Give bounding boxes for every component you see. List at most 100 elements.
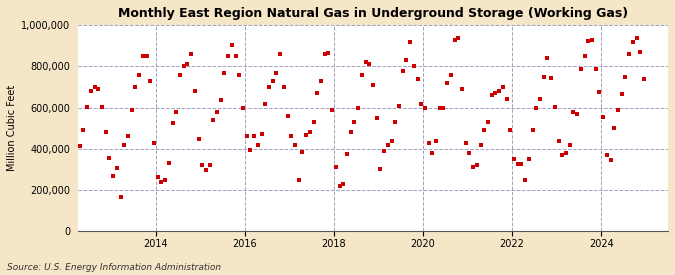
Point bbox=[219, 70, 230, 75]
Point bbox=[93, 87, 104, 91]
Point bbox=[297, 150, 308, 154]
Point bbox=[134, 73, 144, 77]
Point bbox=[609, 126, 620, 130]
Point bbox=[597, 115, 608, 119]
Point bbox=[242, 134, 252, 139]
Point bbox=[505, 128, 516, 133]
Point bbox=[234, 73, 245, 77]
Point bbox=[375, 167, 386, 172]
Point bbox=[438, 105, 449, 110]
Point bbox=[327, 108, 338, 112]
Point bbox=[316, 79, 327, 83]
Point bbox=[167, 121, 178, 125]
Point bbox=[205, 163, 215, 167]
Point bbox=[390, 120, 401, 124]
Point bbox=[353, 105, 364, 110]
Point bbox=[479, 128, 490, 133]
Point bbox=[423, 141, 434, 145]
Point bbox=[323, 51, 334, 55]
Point bbox=[175, 73, 186, 77]
Point bbox=[542, 56, 553, 60]
Point bbox=[612, 108, 623, 112]
Point bbox=[427, 151, 438, 155]
Point bbox=[182, 62, 193, 67]
Point bbox=[331, 165, 342, 170]
Point bbox=[483, 120, 493, 124]
Point bbox=[535, 97, 545, 101]
Point bbox=[494, 89, 505, 93]
Point bbox=[523, 157, 534, 161]
Point bbox=[338, 182, 349, 186]
Point bbox=[531, 105, 541, 110]
Point bbox=[71, 166, 82, 170]
Point bbox=[101, 130, 111, 134]
Point bbox=[446, 73, 456, 77]
Point bbox=[82, 104, 92, 109]
Point bbox=[502, 97, 512, 101]
Point bbox=[346, 130, 356, 134]
Point bbox=[527, 128, 538, 133]
Point bbox=[104, 156, 115, 160]
Point bbox=[601, 153, 612, 157]
Point bbox=[279, 85, 290, 89]
Point bbox=[420, 105, 431, 110]
Point bbox=[557, 153, 568, 157]
Point bbox=[364, 62, 375, 67]
Point bbox=[267, 79, 278, 83]
Point bbox=[520, 177, 531, 182]
Point bbox=[564, 142, 575, 147]
Point bbox=[308, 120, 319, 124]
Point bbox=[97, 104, 107, 109]
Point bbox=[63, 105, 74, 110]
Point bbox=[252, 142, 263, 147]
Point bbox=[271, 70, 282, 75]
Point bbox=[631, 35, 642, 40]
Point bbox=[509, 157, 520, 161]
Point bbox=[460, 141, 471, 145]
Point bbox=[516, 162, 527, 166]
Point bbox=[230, 54, 241, 58]
Point bbox=[301, 133, 312, 138]
Point bbox=[286, 134, 297, 139]
Point bbox=[86, 89, 97, 93]
Point bbox=[89, 85, 100, 89]
Point bbox=[412, 77, 423, 81]
Point bbox=[153, 174, 163, 179]
Point bbox=[487, 93, 497, 97]
Point bbox=[74, 144, 85, 148]
Point bbox=[583, 39, 593, 43]
Point bbox=[178, 64, 189, 69]
Point bbox=[190, 89, 200, 93]
Point bbox=[605, 158, 616, 162]
Point bbox=[431, 138, 441, 143]
Point bbox=[468, 165, 479, 170]
Point bbox=[497, 85, 508, 89]
Point bbox=[215, 98, 226, 103]
Point bbox=[490, 91, 501, 95]
Point bbox=[639, 77, 649, 81]
Point bbox=[148, 141, 159, 145]
Point bbox=[416, 101, 427, 106]
Point bbox=[108, 173, 119, 178]
Point bbox=[360, 60, 371, 65]
Point bbox=[579, 54, 590, 58]
Point bbox=[227, 43, 238, 47]
Point bbox=[538, 75, 549, 79]
Point bbox=[549, 104, 560, 109]
Point bbox=[457, 87, 468, 91]
Point bbox=[386, 138, 397, 143]
Point bbox=[401, 58, 412, 62]
Point bbox=[398, 68, 408, 73]
Point bbox=[156, 180, 167, 184]
Point bbox=[442, 81, 453, 85]
Point bbox=[141, 54, 152, 58]
Point bbox=[568, 109, 578, 114]
Point bbox=[450, 37, 460, 42]
Point bbox=[560, 151, 571, 155]
Point bbox=[245, 148, 256, 152]
Point bbox=[394, 103, 404, 108]
Point bbox=[111, 166, 122, 170]
Title: Monthly East Region Natural Gas in Underground Storage (Working Gas): Monthly East Region Natural Gas in Under… bbox=[118, 7, 628, 20]
Point bbox=[319, 52, 330, 56]
Point bbox=[304, 130, 315, 134]
